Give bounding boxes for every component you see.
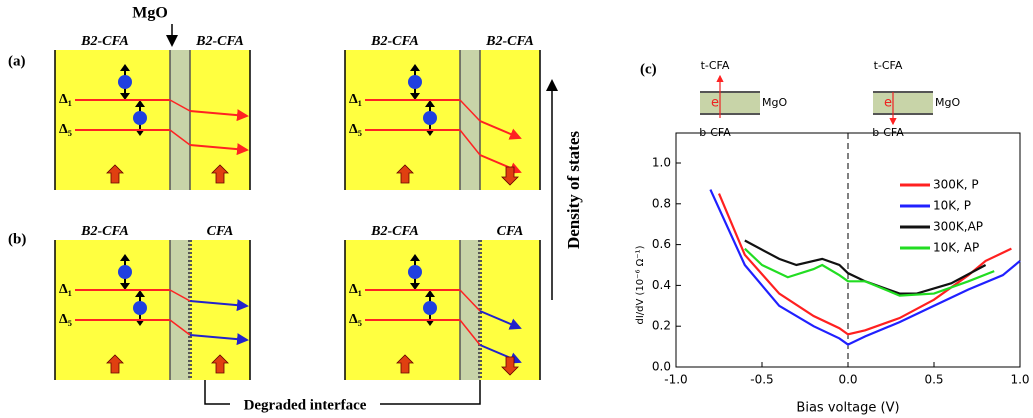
electrode-label: B2-CFA: [80, 224, 129, 239]
inset-electron: e: [884, 96, 892, 111]
legend-label: 10K, AP: [933, 241, 979, 255]
degraded-bracket: [204, 380, 481, 405]
inset-label: MgO: [762, 96, 787, 109]
y-tick-label: 0.8: [652, 196, 671, 210]
band-label: Δ₁: [349, 92, 362, 107]
degraded-label: Degraded interface: [244, 397, 367, 413]
spin: [423, 301, 437, 315]
legend-label: 300K, P: [933, 178, 979, 192]
chart: (c) -1.0 -0.5 0.0 0.5 1.0 0.0 0.2 0.4 0.6 0.8 1.0 Bi…: [635, 59, 1030, 416]
magnetization-arrow: [501, 166, 519, 186]
magnetization-arrow: [396, 164, 414, 184]
electrode-label: B2-CFA: [370, 224, 419, 239]
inset-barrier: [700, 92, 760, 114]
tunnel-arrow: [479, 120, 522, 140]
electrode-label: CFA: [207, 224, 234, 239]
inset-label: b-CFA: [699, 126, 731, 139]
y-axis-label: dI/dV (10⁻⁶ Ω⁻¹): [635, 245, 646, 324]
y-tick-label: 0.0: [652, 360, 671, 374]
x-tick-label: 0.0: [838, 373, 857, 387]
x-tick-label: 1.0: [1010, 373, 1029, 387]
legend-label: 300K,AP: [933, 220, 983, 234]
dos-label: Density of states: [564, 131, 583, 249]
inset-label: t-CFA: [701, 59, 730, 72]
panel-label: (c): [640, 61, 657, 77]
band-label: Δ₅: [59, 122, 72, 137]
x-tick-label: -1.0: [664, 373, 687, 387]
y-tick-label: 0.4: [652, 278, 671, 292]
data-line: [709, 189, 1021, 346]
magnetization-arrow: [211, 354, 229, 374]
diagram-panels: B2-CFA B2-CFA Δ₁ Δ₅ B2-CFA B2-CFA Δ₁ Δ₅ B2-CFA CF…: [54, 34, 541, 380]
tunnel-arrow: [459, 319, 481, 346]
electrode-label: CFA: [497, 224, 524, 239]
x-tick-label: 0.5: [924, 373, 943, 387]
tunnel-arrow: [169, 129, 191, 146]
spin: [408, 265, 422, 279]
y-tick-label: 1.0: [652, 156, 671, 170]
electrode-label: B2-CFA: [195, 34, 244, 49]
band-label: Δ₅: [59, 312, 72, 327]
spin: [118, 75, 132, 89]
spin: [133, 111, 147, 125]
panel-label: (a): [8, 53, 26, 69]
tunnel-arrow: [459, 289, 481, 312]
electrode: [55, 50, 170, 190]
electrode-label: B2-CFA: [485, 34, 534, 49]
magnetization-arrow: [106, 354, 124, 374]
legend-label: 10K, P: [933, 199, 971, 213]
magnetization-arrow: [396, 354, 414, 374]
tunnel-arrow: [169, 319, 191, 336]
electrode-label: B2-CFA: [370, 34, 419, 49]
band-label: Δ₁: [59, 92, 72, 107]
barrier: [460, 50, 480, 190]
spin: [118, 265, 132, 279]
barrier: [170, 240, 190, 380]
tunnel-arrow: [479, 310, 522, 330]
electrode: [55, 240, 170, 380]
data-line: [717, 193, 1012, 336]
x-tick-label: -0.5: [750, 373, 773, 387]
tunnel-arrow: [169, 289, 191, 302]
magnetization-arrow: [211, 164, 229, 184]
spin: [408, 75, 422, 89]
inset-barrier: [873, 92, 933, 114]
tunnel-arrow: [189, 299, 249, 312]
electrode: [345, 240, 460, 380]
spin: [423, 111, 437, 125]
spin: [133, 301, 147, 315]
inset-label: MgO: [935, 96, 960, 109]
inset-electron: e: [711, 96, 719, 111]
tunnel-arrow: [459, 99, 481, 122]
inset-label: b-CFA: [872, 126, 904, 139]
tunnel-arrow: [189, 109, 249, 122]
band-label: Δ₅: [349, 122, 362, 137]
data-line: [744, 247, 995, 297]
x-axis-label: Bias voltage (V): [796, 401, 899, 416]
electrode: [345, 50, 460, 190]
tunnel-arrow: [189, 333, 249, 346]
inset-label: t-CFA: [874, 59, 903, 72]
band-label: Δ₅: [349, 312, 362, 327]
mgo-label: MgO: [132, 5, 168, 22]
tunnel-arrow: [189, 143, 249, 156]
barrier: [460, 240, 480, 380]
magnetization-arrow: [106, 164, 124, 184]
y-tick-label: 0.2: [652, 319, 671, 333]
band-label: Δ₁: [59, 282, 72, 297]
data-line: [744, 239, 987, 295]
electrode-label: B2-CFA: [80, 34, 129, 49]
barrier: [170, 50, 190, 190]
tunnel-arrow: [169, 99, 191, 112]
panel-label: (b): [8, 231, 26, 247]
magnetization-arrow: [501, 356, 519, 376]
y-tick-label: 0.6: [652, 237, 671, 251]
band-label: Δ₁: [349, 282, 362, 297]
tunnel-arrow: [459, 129, 481, 156]
